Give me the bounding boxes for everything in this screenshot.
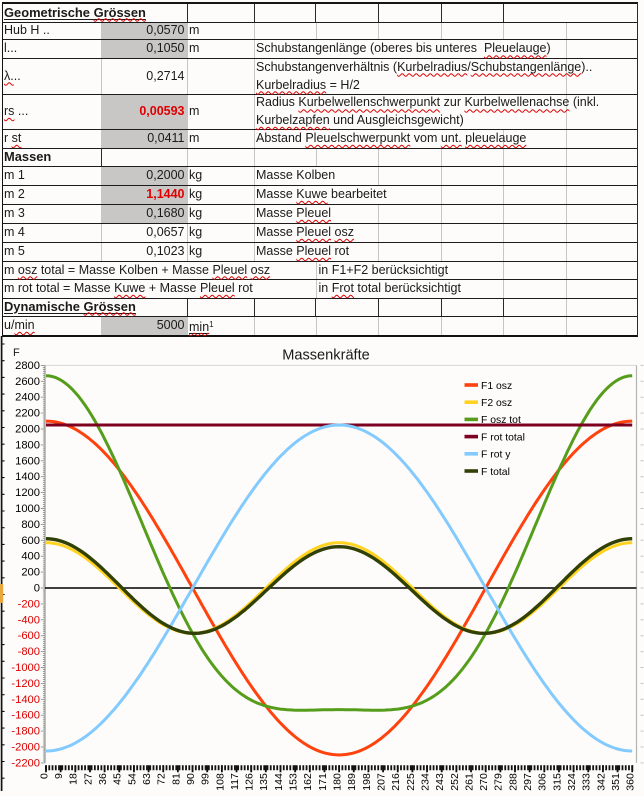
svg-text:153: 153 [288,773,300,791]
svg-text:2400: 2400 [15,392,40,404]
svg-text:0: 0 [38,773,50,779]
svg-text:0: 0 [34,583,40,595]
svg-text:36: 36 [97,773,109,785]
svg-text:-2200: -2200 [11,757,40,769]
svg-text:135: 135 [258,773,270,791]
svg-text:144: 144 [273,773,285,791]
svg-text:189: 189 [346,773,358,791]
svg-text:297: 297 [522,773,534,791]
svg-text:243: 243 [434,773,446,791]
svg-text:306: 306 [537,773,549,791]
svg-text:1600: 1600 [15,455,40,467]
svg-text:351: 351 [610,773,622,791]
svg-text:F total: F total [481,467,510,478]
svg-text:F osz tot: F osz tot [481,415,521,426]
svg-text:288: 288 [507,773,519,791]
svg-text:600: 600 [21,535,40,547]
svg-text:171: 171 [317,773,329,791]
svg-text:2800: 2800 [15,360,40,372]
svg-text:63: 63 [141,773,153,785]
svg-text:54: 54 [126,773,138,785]
svg-text:1800: 1800 [15,439,40,451]
svg-text:F rot y: F rot y [481,450,511,461]
svg-text:90: 90 [185,773,197,785]
svg-text:108: 108 [214,773,226,791]
svg-text:F2 osz: F2 osz [481,398,512,409]
svg-text:-1400: -1400 [11,694,40,706]
svg-text:F: F [13,347,20,359]
svg-text:261: 261 [463,773,475,791]
svg-text:324: 324 [566,773,578,791]
svg-text:81: 81 [170,773,182,785]
svg-text:-1800: -1800 [11,726,40,738]
svg-text:200: 200 [21,567,40,579]
svg-text:162: 162 [302,773,314,791]
svg-text:216: 216 [390,773,402,791]
svg-text:2600: 2600 [15,376,40,388]
svg-text:333: 333 [581,773,593,791]
svg-text:1000: 1000 [15,503,40,515]
svg-text:198: 198 [361,773,373,791]
svg-text:234: 234 [420,773,432,791]
svg-text:800: 800 [21,519,40,531]
svg-text:99: 99 [200,773,212,785]
svg-text:-600: -600 [18,630,40,642]
svg-text:2000: 2000 [15,424,40,436]
svg-text:18: 18 [68,773,80,785]
svg-text:126: 126 [244,773,256,791]
svg-text:F rot total: F rot total [481,432,525,443]
svg-text:252: 252 [449,773,461,791]
svg-text:117: 117 [229,773,241,790]
svg-text:45: 45 [112,773,124,785]
svg-text:1400: 1400 [15,471,40,483]
svg-text:-1600: -1600 [11,710,40,722]
svg-text:279: 279 [493,773,505,791]
svg-text:27: 27 [82,773,94,785]
svg-text:2200: 2200 [15,408,40,420]
svg-text:-1000: -1000 [11,662,40,674]
svg-text:-400: -400 [18,614,40,626]
svg-text:-200: -200 [18,598,40,610]
svg-text:-800: -800 [18,646,40,658]
svg-text:207: 207 [376,773,388,791]
svg-text:270: 270 [478,773,490,791]
svg-text:-2000: -2000 [11,742,40,754]
svg-text:225: 225 [405,773,417,791]
svg-text:315: 315 [551,773,563,791]
svg-text:360: 360 [625,773,637,791]
svg-text:9: 9 [53,773,65,779]
svg-text:Massenkräfte: Massenkräfte [282,348,370,364]
svg-text:400: 400 [21,551,40,563]
svg-text:-1200: -1200 [11,678,40,690]
svg-text:342: 342 [595,773,607,791]
svg-text:F1 osz: F1 osz [481,381,512,392]
svg-text:1200: 1200 [15,487,40,499]
svg-text:72: 72 [156,773,168,785]
svg-text:180: 180 [332,773,344,791]
